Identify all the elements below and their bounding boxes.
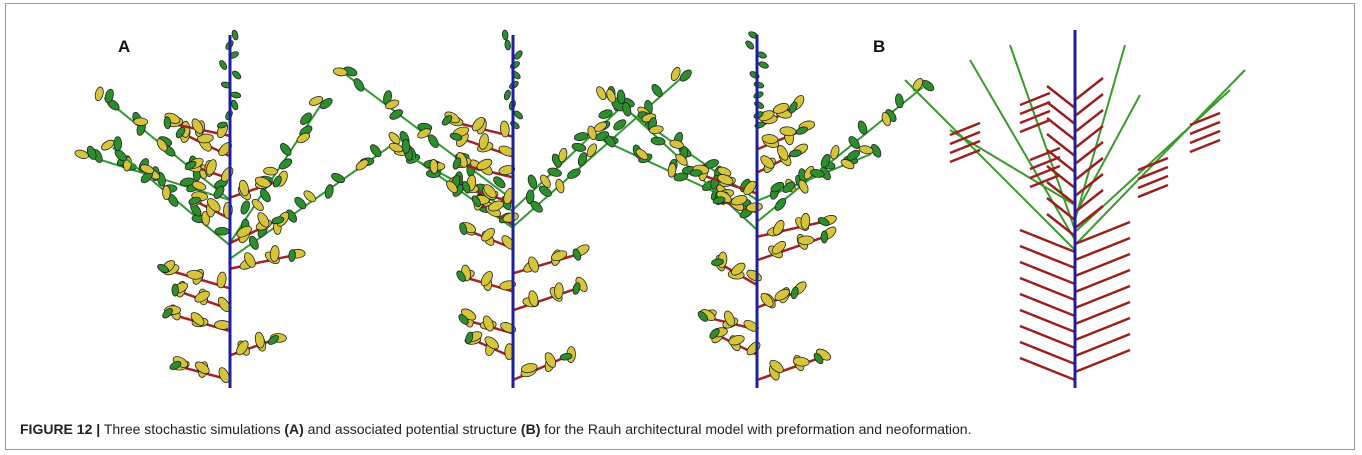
leaf — [509, 120, 520, 130]
leaf — [585, 142, 598, 158]
branch — [757, 222, 824, 237]
leaf — [577, 151, 589, 167]
branch — [513, 357, 566, 380]
leaf — [481, 314, 495, 332]
leaf — [513, 49, 524, 60]
branch — [513, 255, 577, 274]
leaf — [509, 60, 520, 70]
caption-ref: (A) — [284, 421, 303, 437]
leaf — [821, 231, 828, 243]
leaf — [753, 100, 764, 110]
leaf — [504, 40, 511, 51]
leaf — [352, 77, 366, 93]
leaf — [745, 340, 763, 357]
leaf — [218, 59, 228, 70]
branch — [513, 289, 577, 311]
leaf — [248, 235, 261, 251]
leaf — [94, 86, 105, 101]
page: A B FIGURE 12 | Three stochastic simulat… — [0, 0, 1362, 455]
leaf — [798, 236, 814, 245]
leaf — [728, 334, 746, 347]
figure-caption: FIGURE 12 | Three stochastic simulations… — [20, 421, 971, 437]
leaf — [368, 143, 383, 159]
caption-label: FIGURE 12 | — [20, 421, 100, 437]
leaf — [595, 85, 608, 101]
leaf — [744, 39, 755, 50]
branch — [230, 256, 292, 269]
structure-branch — [970, 60, 1075, 240]
leaf — [492, 175, 508, 190]
leaf — [114, 137, 122, 151]
caption-text: Three stochastic simulations — [104, 421, 281, 437]
leaf — [324, 184, 335, 199]
leaf — [288, 249, 296, 262]
panel-label: B — [873, 37, 885, 56]
leaf — [749, 70, 760, 80]
leaf — [790, 286, 799, 299]
leaf — [598, 108, 614, 120]
leaf — [100, 138, 116, 152]
leaf — [758, 61, 769, 70]
caption-ref: (B) — [521, 421, 540, 437]
leaf — [231, 29, 239, 40]
leaf — [612, 118, 628, 132]
leaf — [134, 118, 148, 126]
leaf — [513, 110, 524, 121]
leaf — [789, 149, 802, 158]
leaf — [162, 186, 170, 200]
leaf — [230, 91, 241, 98]
leaf — [388, 108, 404, 122]
leaf — [230, 99, 239, 110]
leaf — [503, 89, 511, 100]
leaf — [263, 167, 278, 176]
structure-branch — [1010, 45, 1075, 230]
leaf — [651, 136, 666, 145]
leaf — [894, 93, 904, 108]
panel-label: A — [118, 37, 130, 56]
leaf — [214, 320, 230, 329]
leaf — [172, 284, 179, 296]
leaf — [558, 147, 569, 162]
leaf — [829, 144, 840, 160]
leaf — [502, 30, 508, 40]
figure-art: A B — [0, 0, 1362, 410]
caption-text: and associated potential structure — [308, 421, 517, 437]
leaf — [753, 81, 764, 89]
leaf — [572, 282, 582, 295]
leaf — [402, 139, 410, 153]
leaf — [215, 227, 229, 235]
caption-text: for the Rauh architectural model with pr… — [544, 421, 971, 437]
leaf — [231, 70, 242, 81]
leaf — [780, 126, 797, 136]
